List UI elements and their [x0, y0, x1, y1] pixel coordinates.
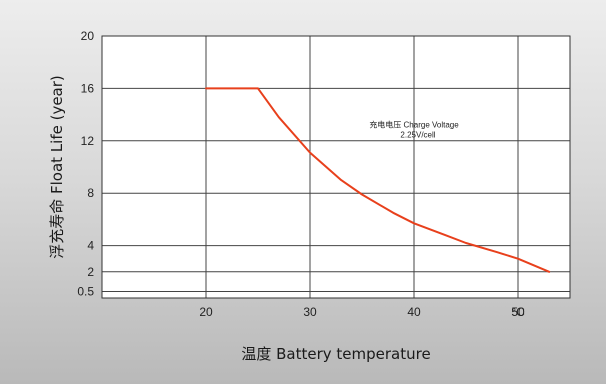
x-tick-label: 40: [407, 305, 421, 319]
y-tick-label: 4: [87, 239, 94, 253]
y-tick-labels: 0.5 2 4 8 12 16 20: [77, 29, 94, 298]
x-axis-title: 温度 Battery temperature: [241, 345, 430, 363]
x-tick-label: 20: [199, 305, 213, 319]
plot-area: [102, 36, 570, 298]
y-tick-label: 2: [87, 265, 94, 279]
float-life-curve: [205, 87, 551, 273]
y-tick-label: 8: [87, 186, 94, 200]
y-tick-label: 16: [81, 81, 95, 95]
annotation-voltage-value: 2.25V/cell: [400, 131, 435, 140]
y-axis-title: 浮充寿命 Float Life (year): [48, 75, 66, 259]
series-lines: [205, 87, 551, 273]
x-tick-label: 50: [511, 305, 525, 319]
x-tick-label: 30: [303, 305, 317, 319]
y-tick-label: 20: [81, 29, 95, 43]
y-tick-label: 0.5: [77, 284, 94, 298]
x-tick-labels: 20 30 40 50: [199, 305, 525, 319]
y-tick-label: 12: [81, 134, 95, 148]
x-unit-label: °C: [511, 305, 525, 319]
plot-frame: [101, 35, 571, 299]
annotation-charge-voltage: 充电电压 Charge Voltage: [369, 120, 459, 130]
